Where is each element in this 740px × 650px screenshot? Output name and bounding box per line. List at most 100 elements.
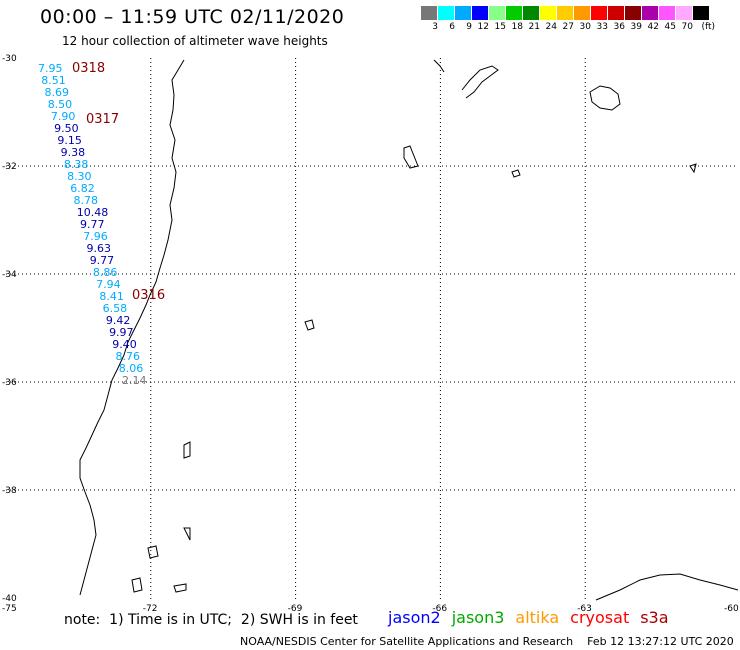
legend-swatch [540,6,557,20]
island [304,319,315,331]
satellite-name-cryosat: cryosat [570,608,630,627]
island [511,169,521,178]
legend-swatch [625,6,642,20]
legend-swatch [659,6,676,20]
legend-swatch [455,6,472,20]
legend-label: 15 [494,22,506,32]
wave-height-value: 6.58 [103,302,128,315]
legend-swatch [693,6,710,20]
coast-fragment [595,573,739,601]
satellite-name-jason3: jason3 [451,608,505,627]
map-title: 00:00 – 11:59 UTC 02/11/2020 [40,6,345,28]
legend-label: 12 [477,22,489,32]
island [183,441,191,459]
longitude-label: -75 [2,604,17,614]
wave-height-value: 8.50 [48,98,73,111]
wave-height-value: 9.50 [54,122,79,135]
legend-label: 36 [613,22,625,32]
legend-swatch [574,6,591,20]
chile-coastline [79,59,185,596]
legend-label: 30 [579,22,591,32]
legend-swatch [472,6,489,20]
legend-swatch [642,6,659,20]
wave-height-value: 7.96 [83,230,108,243]
longitude-label: -60 [724,604,739,614]
coast-fragment [461,65,499,99]
longitude-label: -72 [143,604,158,614]
wave-height-value: 9.97 [109,326,134,339]
wave-height-value: 8.30 [67,170,92,183]
latitude-label: -34 [2,270,17,280]
wave-height-value: 7.94 [96,278,121,291]
legend-swatch [557,6,574,20]
wave-height-value: 8.69 [44,86,69,99]
wave-height-value: 2.14 [122,374,147,387]
legend-label: 6 [449,22,455,32]
legend-label: 24 [545,22,557,32]
falkland-coast [433,59,445,73]
wave-height-legend-labels: 3 6 9 12 15 18 21 24 27 30 33 36 39 42 45 70 (ft) [421,22,715,32]
footer-note: note: 1) Time is in UTC; 2) SWH is in fe… [64,612,358,628]
legend-swatch [608,6,625,20]
wave-height-value: 8.76 [116,350,140,363]
island [173,583,187,593]
wave-height-value: 6.82 [70,182,95,195]
wave-height-value: 9.40 [112,338,137,351]
longitude-label: -66 [432,604,447,614]
legend-label: 21 [528,22,540,32]
island [403,145,419,169]
wave-height-value: 8.86 [93,266,118,279]
legend-label: 27 [562,22,574,32]
legend-swatch [591,6,608,20]
legend-swatch [438,6,455,20]
longitude-label: -69 [288,604,303,614]
credit-line: NOAA/NESDIS Center for Satellite Applica… [240,635,734,648]
wave-height-measurements: 7.958.518.698.507.909.509.159.388.388.30… [38,62,147,387]
wave-height-value: 7.95 [38,62,63,75]
satellite-name-altika: altika [515,608,560,627]
legend-label: 42 [647,22,659,32]
wave-height-value: 8.78 [74,194,99,207]
satellite-name-jason2: jason2 [388,608,441,627]
pass-label: 0316 [132,288,165,303]
coastline [79,59,739,601]
legend-label: 45 [664,22,676,32]
legend-label: 3 [432,22,438,32]
legend-label: 33 [596,22,608,32]
island [147,545,159,559]
legend-label: 9 [466,22,472,32]
latitude-label: -40 [2,594,17,604]
latitude-label: -30 [2,54,17,64]
legend-swatch [523,6,540,20]
island [183,527,191,541]
wave-height-value: 9.77 [90,254,115,267]
wave-height-value: 9.63 [86,242,111,255]
wave-height-value: 9.77 [80,218,105,231]
legend-swatch [421,6,438,20]
latitude-label: -32 [2,162,17,172]
pass-label: 0318 [72,61,105,76]
island [689,163,697,174]
wave-height-value: 10.48 [77,206,109,219]
latitude-label: -36 [2,378,17,388]
longitude-label: -63 [577,604,592,614]
wave-height-value: 8.38 [64,158,89,171]
legend-label: 39 [630,22,642,32]
axis-tick-labels: -30 -32 -34 -36 -38 -40-75 -72 -69 -66 -63 -60 [2,54,739,614]
wave-height-value: 8.51 [41,74,66,87]
legend-swatch [506,6,523,20]
pass-label: 0317 [86,112,119,127]
wave-height-value: 8.41 [99,290,124,303]
wave-height-value: 9.42 [106,314,131,327]
legend-swatch [489,6,506,20]
map-subtitle: 12 hour collection of altimeter wave hei… [62,34,328,48]
wave-height-value: 9.38 [61,146,86,159]
satellite-legend: jason2 jason3 altika cryosat s3a [388,608,669,627]
wave-height-value: 8.06 [119,362,143,375]
legend-swatch [676,6,693,20]
pass-labels: 0318 0317 0316 [72,61,165,303]
wave-height-color-legend [421,6,710,20]
map-gridlines [6,58,735,600]
wave-height-value: 9.15 [57,134,81,147]
